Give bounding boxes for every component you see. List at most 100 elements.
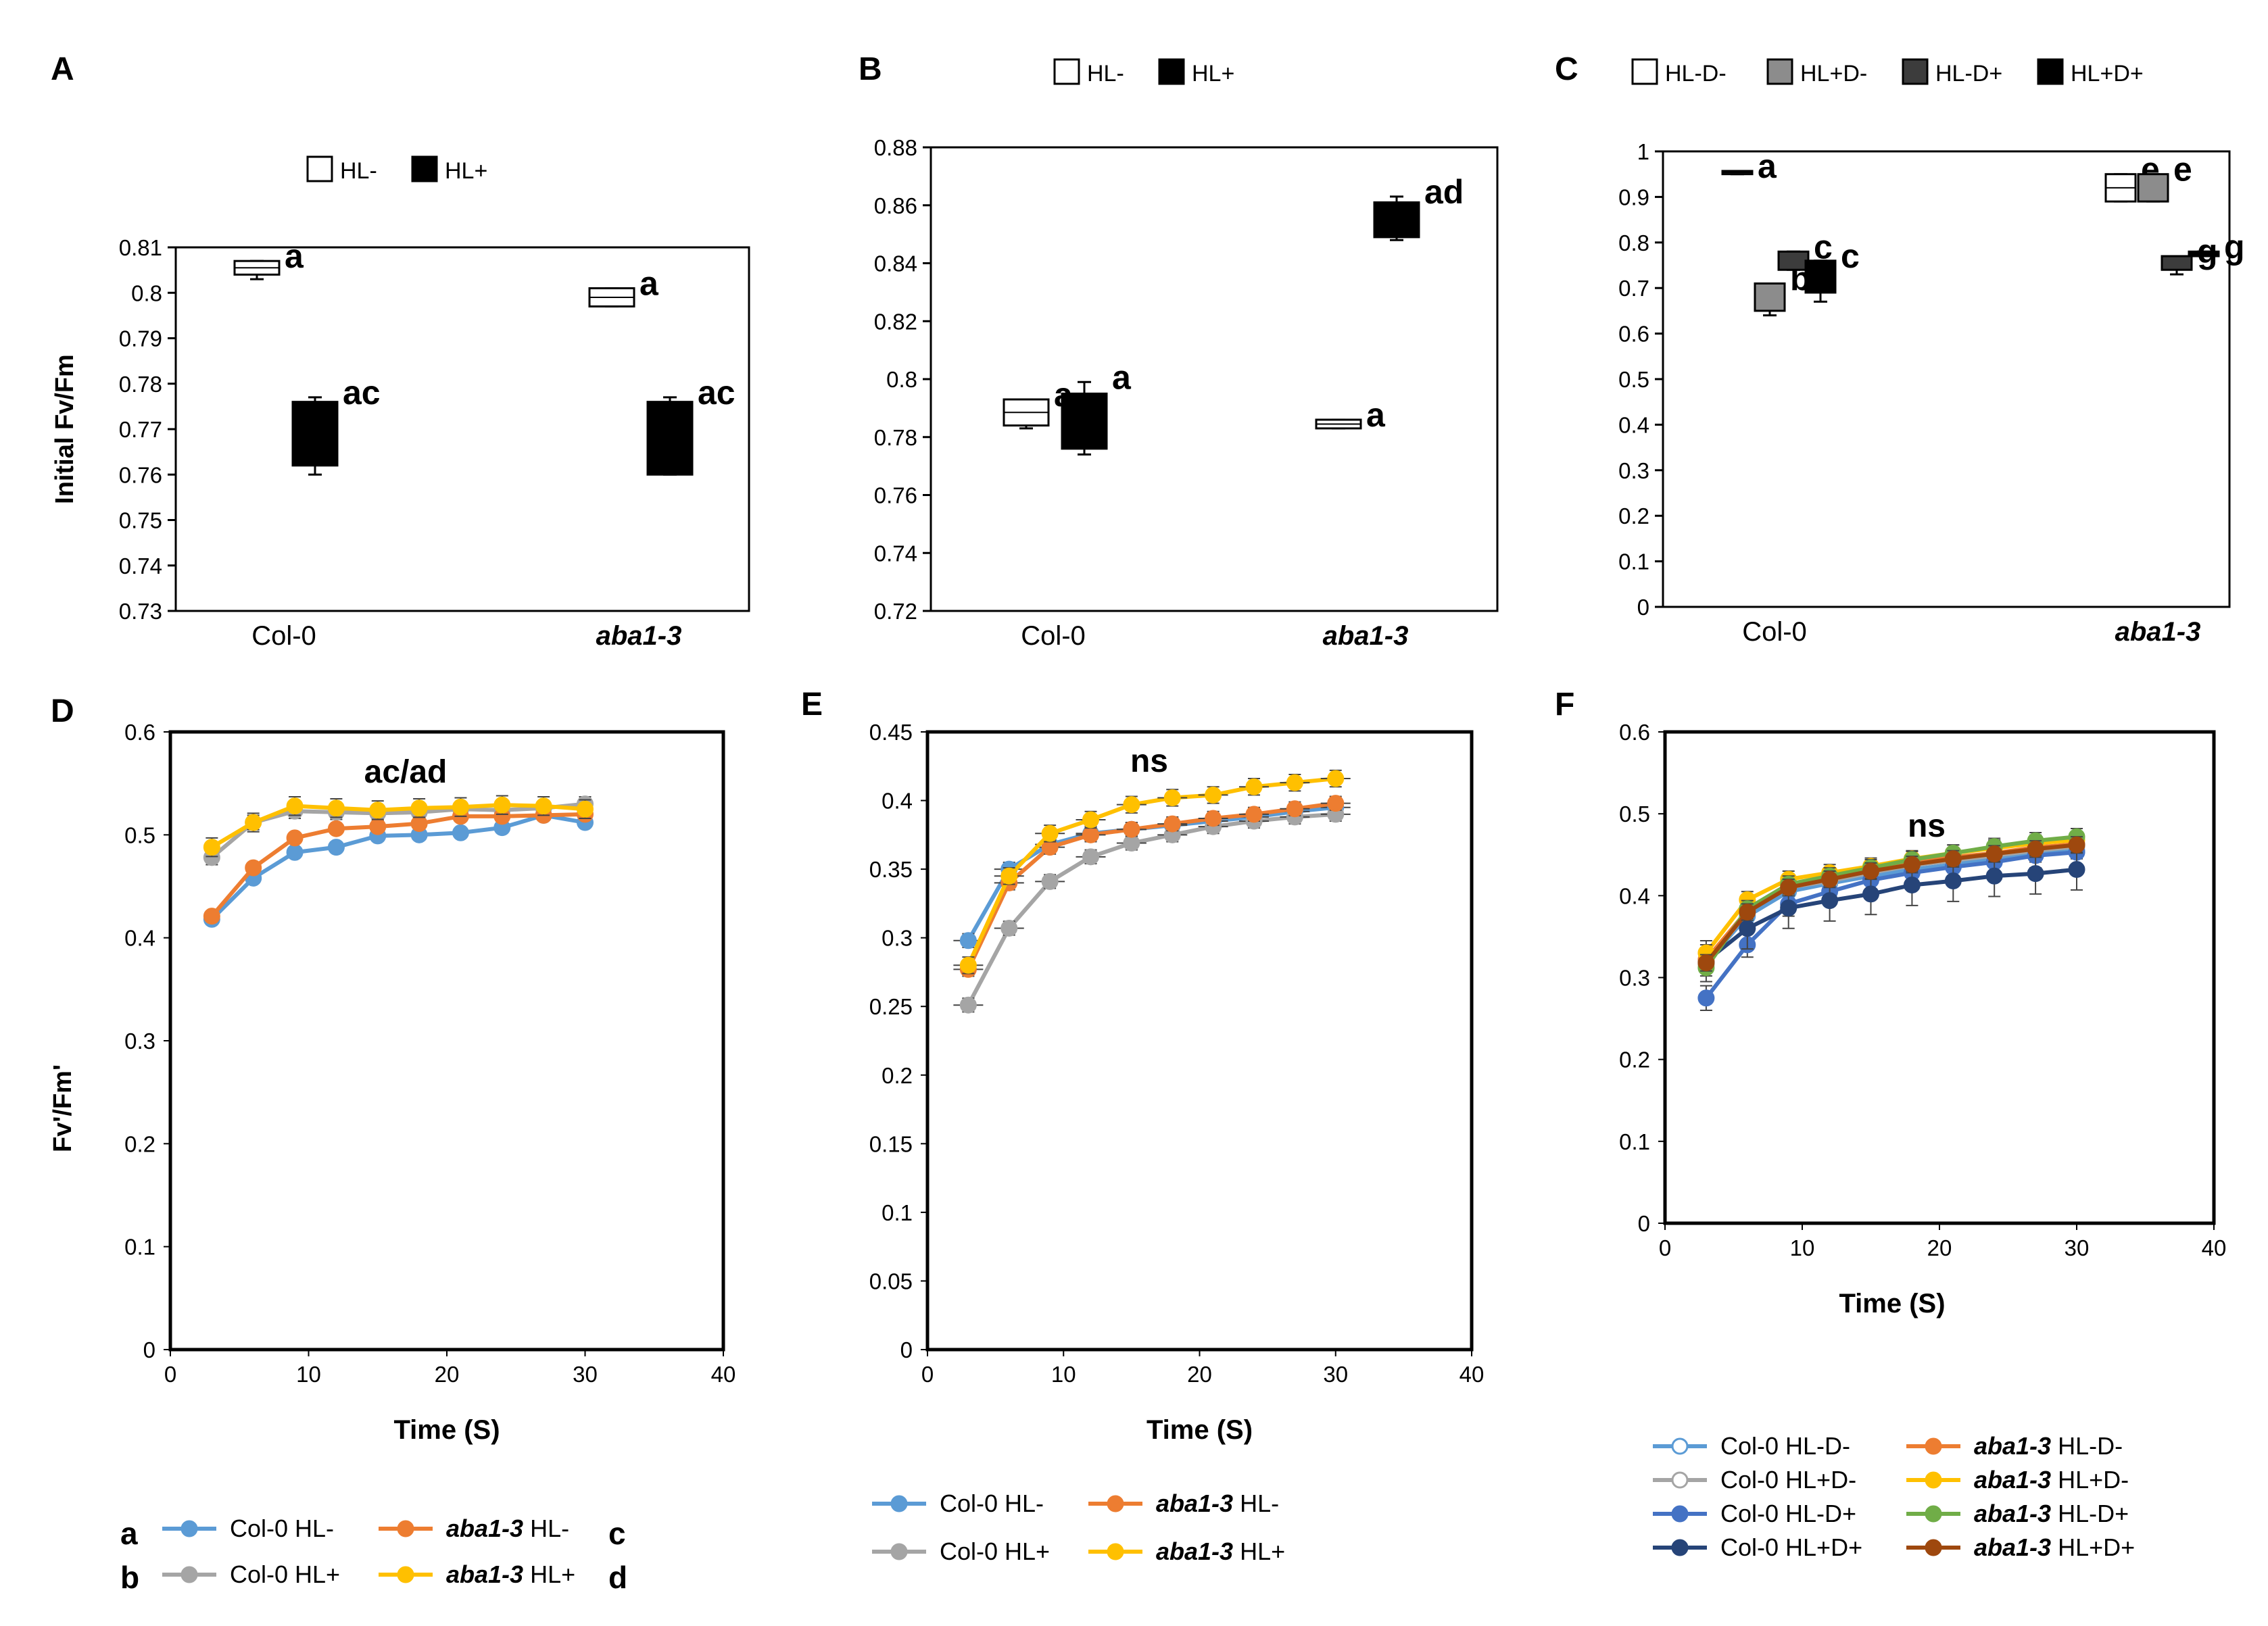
significance-letter: e <box>2173 151 2192 189</box>
legend-genotype: aba1-3 <box>1156 1537 1240 1565</box>
panel-letter-a: A <box>51 51 74 87</box>
data-point <box>959 956 977 974</box>
legend-marker <box>180 1566 198 1583</box>
data-point <box>1327 795 1345 812</box>
legend-swatch-hl- <box>306 155 333 182</box>
data-point <box>1000 919 1018 937</box>
data-point <box>1739 920 1756 937</box>
legend-label-hl-d-: HL-D+ <box>1935 61 2002 87</box>
legend-f: Col-0 HL-D-Col-0 HL+D-Col-0 HL-D+Col-0 H… <box>1653 1432 2135 1561</box>
legend-marker <box>397 1520 414 1537</box>
y-axis-title: Initial Fv/Fm <box>51 354 79 504</box>
y-tick-label: 0.1 <box>124 1235 155 1260</box>
significance-letter: a <box>1758 147 1777 185</box>
box-aba1-3-hl- <box>646 401 694 476</box>
y-tick-label: 0.76 <box>874 483 917 508</box>
data-point <box>1245 806 1263 823</box>
series-line <box>210 813 586 921</box>
data-point <box>1780 879 1797 896</box>
x-tick-label: 0 <box>921 1362 934 1387</box>
significance-letter: c <box>1841 237 1860 275</box>
data-point <box>452 798 469 816</box>
significance-letter: a <box>640 265 659 303</box>
significance-letter: ad <box>1424 173 1464 211</box>
legend-significance-letter: a <box>120 1516 138 1551</box>
legend-genotype: aba1-3 <box>1974 1533 2058 1561</box>
data-point <box>327 820 345 837</box>
y-tick-label: 0.4 <box>1619 883 1650 908</box>
y-tick-label: 0.15 <box>869 1131 913 1156</box>
x-tick-label: 0 <box>164 1362 176 1387</box>
x-category-label-col-0: Col-0 <box>1742 617 1807 647</box>
y-tick-label: 0.1 <box>1618 549 1649 574</box>
legend-swatch-hl- <box>1053 58 1080 85</box>
data-point <box>245 814 262 831</box>
series-line <box>210 803 585 849</box>
legend-label-hl-d-: HL+D+ <box>2071 61 2144 87</box>
y-tick-label: 0.75 <box>119 508 162 533</box>
legend-condition: HL+ <box>1005 1537 1050 1565</box>
y-tick-label: 0.2 <box>1618 503 1649 528</box>
legend-label-hl-: HL- <box>1087 61 1124 87</box>
y-tick-label: 0.4 <box>124 926 155 951</box>
plot-area-frame <box>925 730 1474 1352</box>
x-tick-label: 30 <box>2065 1235 2090 1260</box>
y-tick-label: 0.78 <box>119 372 162 397</box>
series-line <box>966 801 1336 970</box>
legend-marker <box>1925 1539 1942 1556</box>
data-point <box>1862 862 1879 880</box>
box-col-0-hl- <box>291 401 339 467</box>
panel-letter-b: B <box>859 51 882 87</box>
y-tick-label: 0.9 <box>1618 184 1649 210</box>
data-point <box>1123 796 1140 814</box>
y-tick-label: 0.79 <box>119 326 162 351</box>
legend-condition: HL+D- <box>1785 1466 1856 1494</box>
legend-label-aba1-3-hl-d-: aba1-3 HL+D+ <box>1974 1533 2135 1561</box>
data-point <box>2027 865 2044 883</box>
legend-label-col-0-hl-: Col-0 HL+ <box>230 1560 340 1588</box>
data-point <box>327 839 345 856</box>
legend-genotype: Col-0 <box>940 1489 1005 1517</box>
data-point <box>410 799 428 817</box>
y-tick-label: 0.25 <box>869 994 913 1019</box>
legend-condition: HL+D+ <box>1785 1533 1862 1561</box>
x-category-label-aba1-3: aba1-3 <box>1323 621 1409 651</box>
data-point <box>535 797 552 815</box>
legend-marker <box>1671 1505 1689 1523</box>
box-col-0-hl-d- <box>1804 260 1837 294</box>
legend-marker <box>180 1520 198 1537</box>
significance-letter: ac <box>698 374 735 412</box>
data-point <box>1041 872 1059 890</box>
legend-genotype: aba1-3 <box>446 1514 530 1542</box>
legend-condition: HL+ <box>295 1560 340 1588</box>
series-aba1-3-hl- <box>203 795 594 858</box>
legend-genotype: aba1-3 <box>1974 1500 2058 1527</box>
panel-e: E 0 0.05 0.1 0.15 0.2 0.25 0.3 0.35 0.4 0.45 0 10 20 3… <box>801 687 1484 1565</box>
data-point <box>1821 870 1839 888</box>
legend-marker <box>890 1543 908 1560</box>
data-point <box>286 843 304 861</box>
y-axis-title: Fv'/Fm' <box>49 1064 77 1152</box>
plot-area-frame <box>1663 730 2216 1225</box>
legend-marker <box>1671 1437 1689 1455</box>
legend-condition: HL-D+ <box>1785 1500 1856 1527</box>
y-tick-label: 0.72 <box>874 599 917 624</box>
legend-marker <box>1107 1543 1124 1560</box>
data-point <box>1245 778 1263 795</box>
legend-condition: HL- <box>1240 1489 1279 1517</box>
data-point <box>1780 900 1797 917</box>
legend-significance-letter: b <box>120 1560 139 1595</box>
legend-genotype: aba1-3 <box>1156 1489 1240 1517</box>
significance-letter: a <box>1366 396 1386 434</box>
y-tick-label: 0.3 <box>1619 966 1650 991</box>
x-axis-title: Time (S) <box>1147 1415 1253 1445</box>
x-tick-label: 30 <box>1323 1362 1348 1387</box>
legend-condition: HL-D- <box>2058 1432 2123 1460</box>
y-tick-label: 0.1 <box>882 1200 913 1225</box>
legend-label-col-0-hl-d-: Col-0 HL-D+ <box>1720 1500 1856 1527</box>
box-aba1-3-hl-d- <box>2137 173 2169 203</box>
series-line <box>1704 850 2077 1000</box>
x-category-label-col-0: Col-0 <box>251 621 316 651</box>
series-aba1-3-hl-d- <box>1697 836 2085 972</box>
data-point <box>369 818 387 835</box>
